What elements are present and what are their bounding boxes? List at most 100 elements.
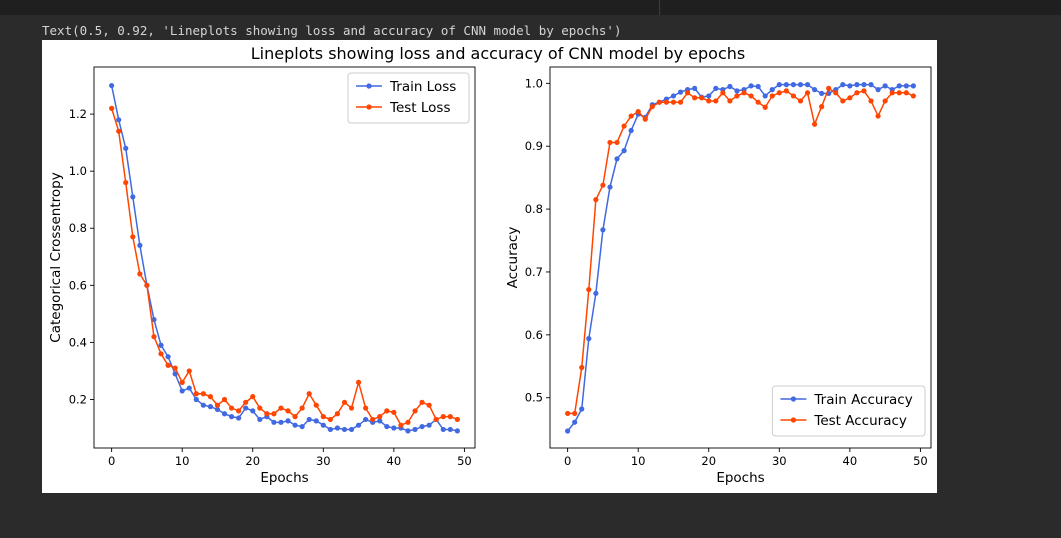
data-point	[207, 394, 214, 400]
data-point	[804, 82, 811, 88]
data-point	[706, 93, 712, 99]
data-point	[320, 414, 326, 420]
data-point	[447, 414, 453, 420]
data-point	[440, 414, 446, 420]
data-point	[172, 365, 178, 371]
data-point	[363, 405, 369, 411]
data-point	[635, 109, 641, 115]
figure-canvas: Lineplots showing loss and accuracy of C…	[42, 40, 937, 493]
data-point	[440, 426, 446, 433]
data-point	[327, 416, 333, 423]
data-point	[109, 82, 115, 89]
data-point	[910, 93, 916, 99]
legend-marker	[366, 104, 372, 110]
y-axis-label: Accuracy	[505, 227, 521, 289]
data-point	[804, 90, 811, 96]
data-point	[426, 422, 432, 428]
data-point	[621, 123, 627, 129]
legend-marker	[790, 396, 797, 402]
data-point	[614, 139, 620, 146]
data-point	[348, 426, 355, 433]
data-point	[320, 422, 326, 428]
data-point	[783, 88, 789, 94]
data-point	[769, 87, 775, 93]
data-point	[306, 416, 312, 423]
data-point	[398, 422, 404, 428]
data-point	[903, 90, 909, 96]
series-train-accuracy	[565, 82, 916, 434]
data-point	[882, 98, 888, 104]
data-point	[783, 82, 789, 88]
legend-box	[771, 385, 926, 437]
data-point	[868, 82, 874, 88]
data-point	[713, 85, 719, 91]
data-point	[727, 83, 733, 90]
data-point	[875, 87, 881, 93]
data-point	[854, 90, 860, 96]
y-tick-label: 0.6	[69, 278, 87, 292]
data-point	[186, 385, 192, 391]
data-point	[572, 410, 578, 417]
data-point	[833, 90, 839, 96]
data-point	[313, 402, 319, 408]
data-point	[313, 418, 319, 424]
data-point	[207, 404, 214, 410]
data-point	[130, 194, 136, 200]
y-tick-label: 0.8	[525, 202, 543, 216]
legend-label: Train Loss	[389, 79, 456, 95]
data-point	[727, 98, 733, 104]
data-point	[621, 148, 627, 154]
legend-marker	[366, 83, 372, 89]
y-tick-label: 1.0	[525, 76, 543, 90]
data-point	[405, 419, 411, 425]
data-point	[586, 336, 592, 342]
data-point	[391, 425, 397, 431]
y-tick-label: 0.5	[525, 391, 543, 405]
data-point	[769, 93, 775, 99]
data-point	[677, 99, 684, 105]
legend-label: Train Accuracy	[813, 392, 912, 408]
data-point	[348, 405, 355, 411]
data-point	[341, 399, 348, 405]
data-point	[355, 379, 362, 385]
subplot-loss: 0 10 20 30 40 50 0.2 0.4 0.6 0.8 1.0 1.2 Epochs Categ…	[48, 66, 476, 486]
data-point	[847, 95, 853, 101]
data-point	[257, 416, 263, 423]
data-point	[607, 139, 613, 146]
data-point	[748, 83, 754, 89]
data-point	[228, 414, 235, 420]
data-point	[278, 405, 284, 411]
x-axis-label: Epochs	[260, 470, 308, 486]
data-point	[186, 368, 192, 374]
data-point	[840, 82, 846, 88]
data-point	[607, 184, 613, 190]
data-point	[257, 405, 263, 411]
data-point	[123, 145, 129, 151]
data-point	[285, 418, 291, 424]
data-point	[116, 117, 122, 123]
data-point	[656, 99, 662, 105]
figure-svg: Lineplots showing loss and accuracy of C…	[48, 44, 932, 486]
data-point	[137, 271, 143, 277]
series-line	[567, 87, 914, 415]
data-point	[734, 88, 740, 94]
data-point	[419, 423, 425, 430]
data-point	[193, 396, 199, 403]
data-point	[236, 408, 242, 414]
x-axis-label: Epochs	[716, 470, 764, 486]
x-tick-label: 40	[843, 454, 858, 468]
data-point	[391, 409, 397, 415]
data-point	[250, 394, 256, 400]
data-point	[776, 90, 782, 96]
data-point	[412, 408, 418, 414]
data-point	[875, 113, 881, 119]
data-point	[327, 426, 333, 433]
data-point	[670, 93, 677, 99]
data-point	[819, 104, 825, 110]
data-point	[447, 426, 453, 433]
x-tick-label: 0	[108, 454, 115, 468]
y-tick-label: 0.2	[69, 392, 87, 406]
data-point	[663, 99, 670, 105]
data-point	[819, 90, 825, 97]
data-point	[811, 121, 818, 127]
